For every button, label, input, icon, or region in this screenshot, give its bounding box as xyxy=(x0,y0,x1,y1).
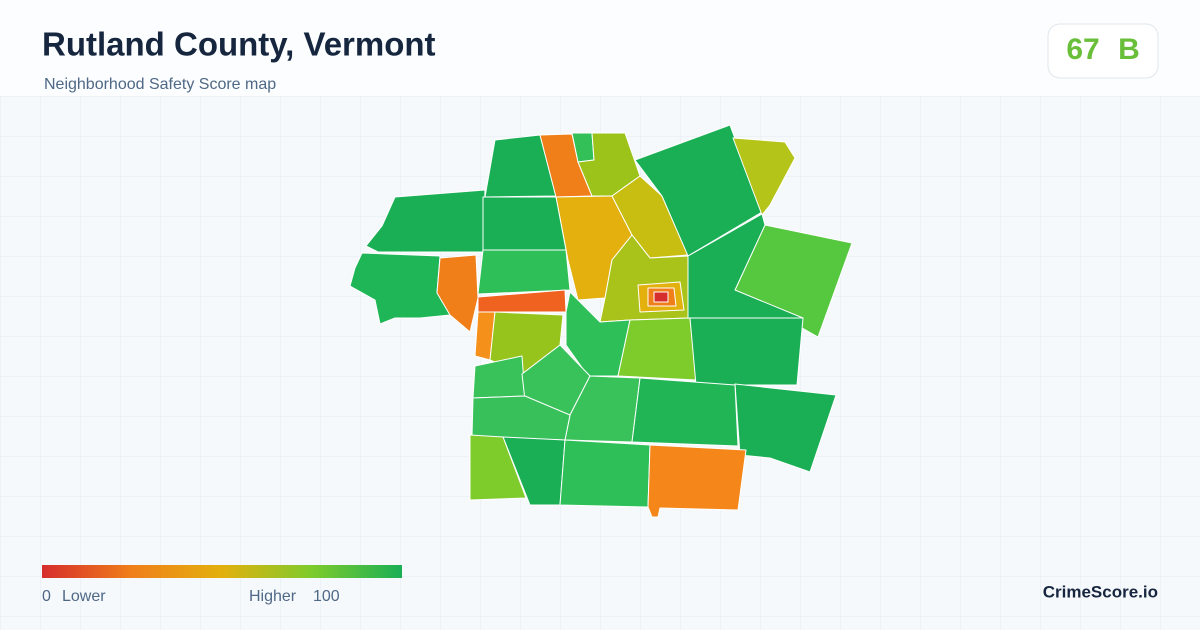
region xyxy=(365,189,486,253)
subtitle: Neighborhood Safety Score map xyxy=(44,76,276,93)
region xyxy=(617,317,697,381)
region xyxy=(631,377,739,447)
region xyxy=(565,291,631,377)
region xyxy=(732,137,796,216)
legend-max-label: Higher xyxy=(249,588,297,605)
brand: CrimeScore.io xyxy=(1043,582,1158,601)
legend-max: 100 xyxy=(313,588,340,605)
score-badge: 67 B xyxy=(1047,23,1159,79)
header-bg xyxy=(0,0,1200,96)
region xyxy=(689,317,804,386)
region xyxy=(634,124,763,257)
region xyxy=(647,444,747,518)
region xyxy=(471,395,571,441)
region xyxy=(734,383,837,473)
region xyxy=(559,439,651,508)
title: Rutland County, Vermont xyxy=(42,26,436,63)
region xyxy=(436,254,479,333)
region xyxy=(477,249,571,295)
region xyxy=(469,434,527,501)
map xyxy=(349,124,853,518)
legend-min: 0 xyxy=(42,588,51,605)
region xyxy=(653,291,669,303)
legend-scale xyxy=(42,565,402,578)
score: 67 xyxy=(1066,33,1099,66)
region xyxy=(482,196,567,251)
legend-min-label: Lower xyxy=(62,588,106,605)
badge-box xyxy=(1047,23,1159,79)
grade: B xyxy=(1118,33,1140,66)
legend: 0 Lower Higher 100 xyxy=(42,565,402,605)
region xyxy=(564,375,641,443)
